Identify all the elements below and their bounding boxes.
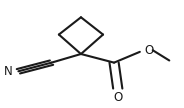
Text: O: O — [113, 91, 122, 104]
Text: N: N — [4, 65, 13, 78]
Text: O: O — [144, 44, 153, 57]
